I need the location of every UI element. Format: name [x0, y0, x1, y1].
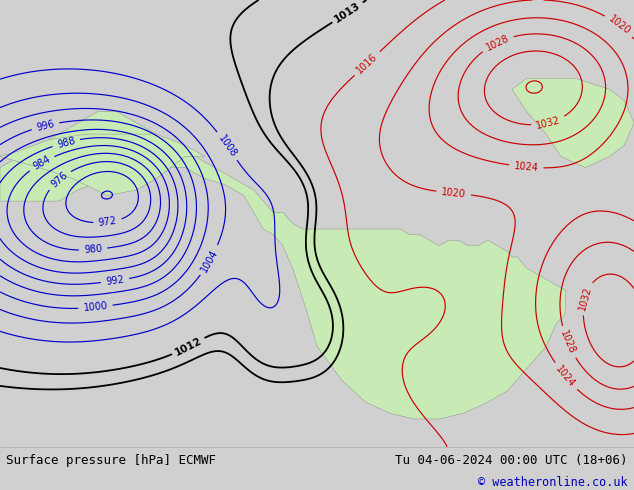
Text: 1000: 1000 [83, 301, 108, 314]
Text: 1012: 1012 [173, 336, 204, 358]
Text: 988: 988 [56, 135, 76, 149]
Polygon shape [0, 134, 205, 196]
Text: 1020: 1020 [607, 14, 632, 37]
Text: Surface pressure [hPa] ECMWF: Surface pressure [hPa] ECMWF [6, 454, 216, 467]
Text: © weatheronline.co.uk: © weatheronline.co.uk [478, 476, 628, 489]
Text: 1016: 1016 [355, 51, 380, 75]
Polygon shape [512, 78, 634, 168]
Text: 976: 976 [49, 170, 70, 190]
Text: 1008: 1008 [216, 133, 238, 159]
Text: 1024: 1024 [514, 161, 539, 173]
Text: 1028: 1028 [484, 33, 510, 52]
Text: 996: 996 [36, 119, 56, 133]
Text: 984: 984 [31, 154, 52, 172]
Text: 1028: 1028 [559, 329, 577, 356]
Text: 1020: 1020 [441, 187, 467, 199]
Text: 1004: 1004 [199, 247, 220, 273]
Polygon shape [0, 112, 566, 419]
Text: 992: 992 [105, 274, 125, 287]
Text: 1024: 1024 [553, 364, 577, 389]
Text: 980: 980 [84, 244, 103, 255]
Text: 1013: 1013 [333, 0, 363, 24]
Text: 1032: 1032 [535, 115, 562, 131]
Text: 1032: 1032 [577, 285, 593, 312]
Text: 972: 972 [98, 216, 117, 228]
Text: Tu 04-06-2024 00:00 UTC (18+06): Tu 04-06-2024 00:00 UTC (18+06) [395, 454, 628, 467]
